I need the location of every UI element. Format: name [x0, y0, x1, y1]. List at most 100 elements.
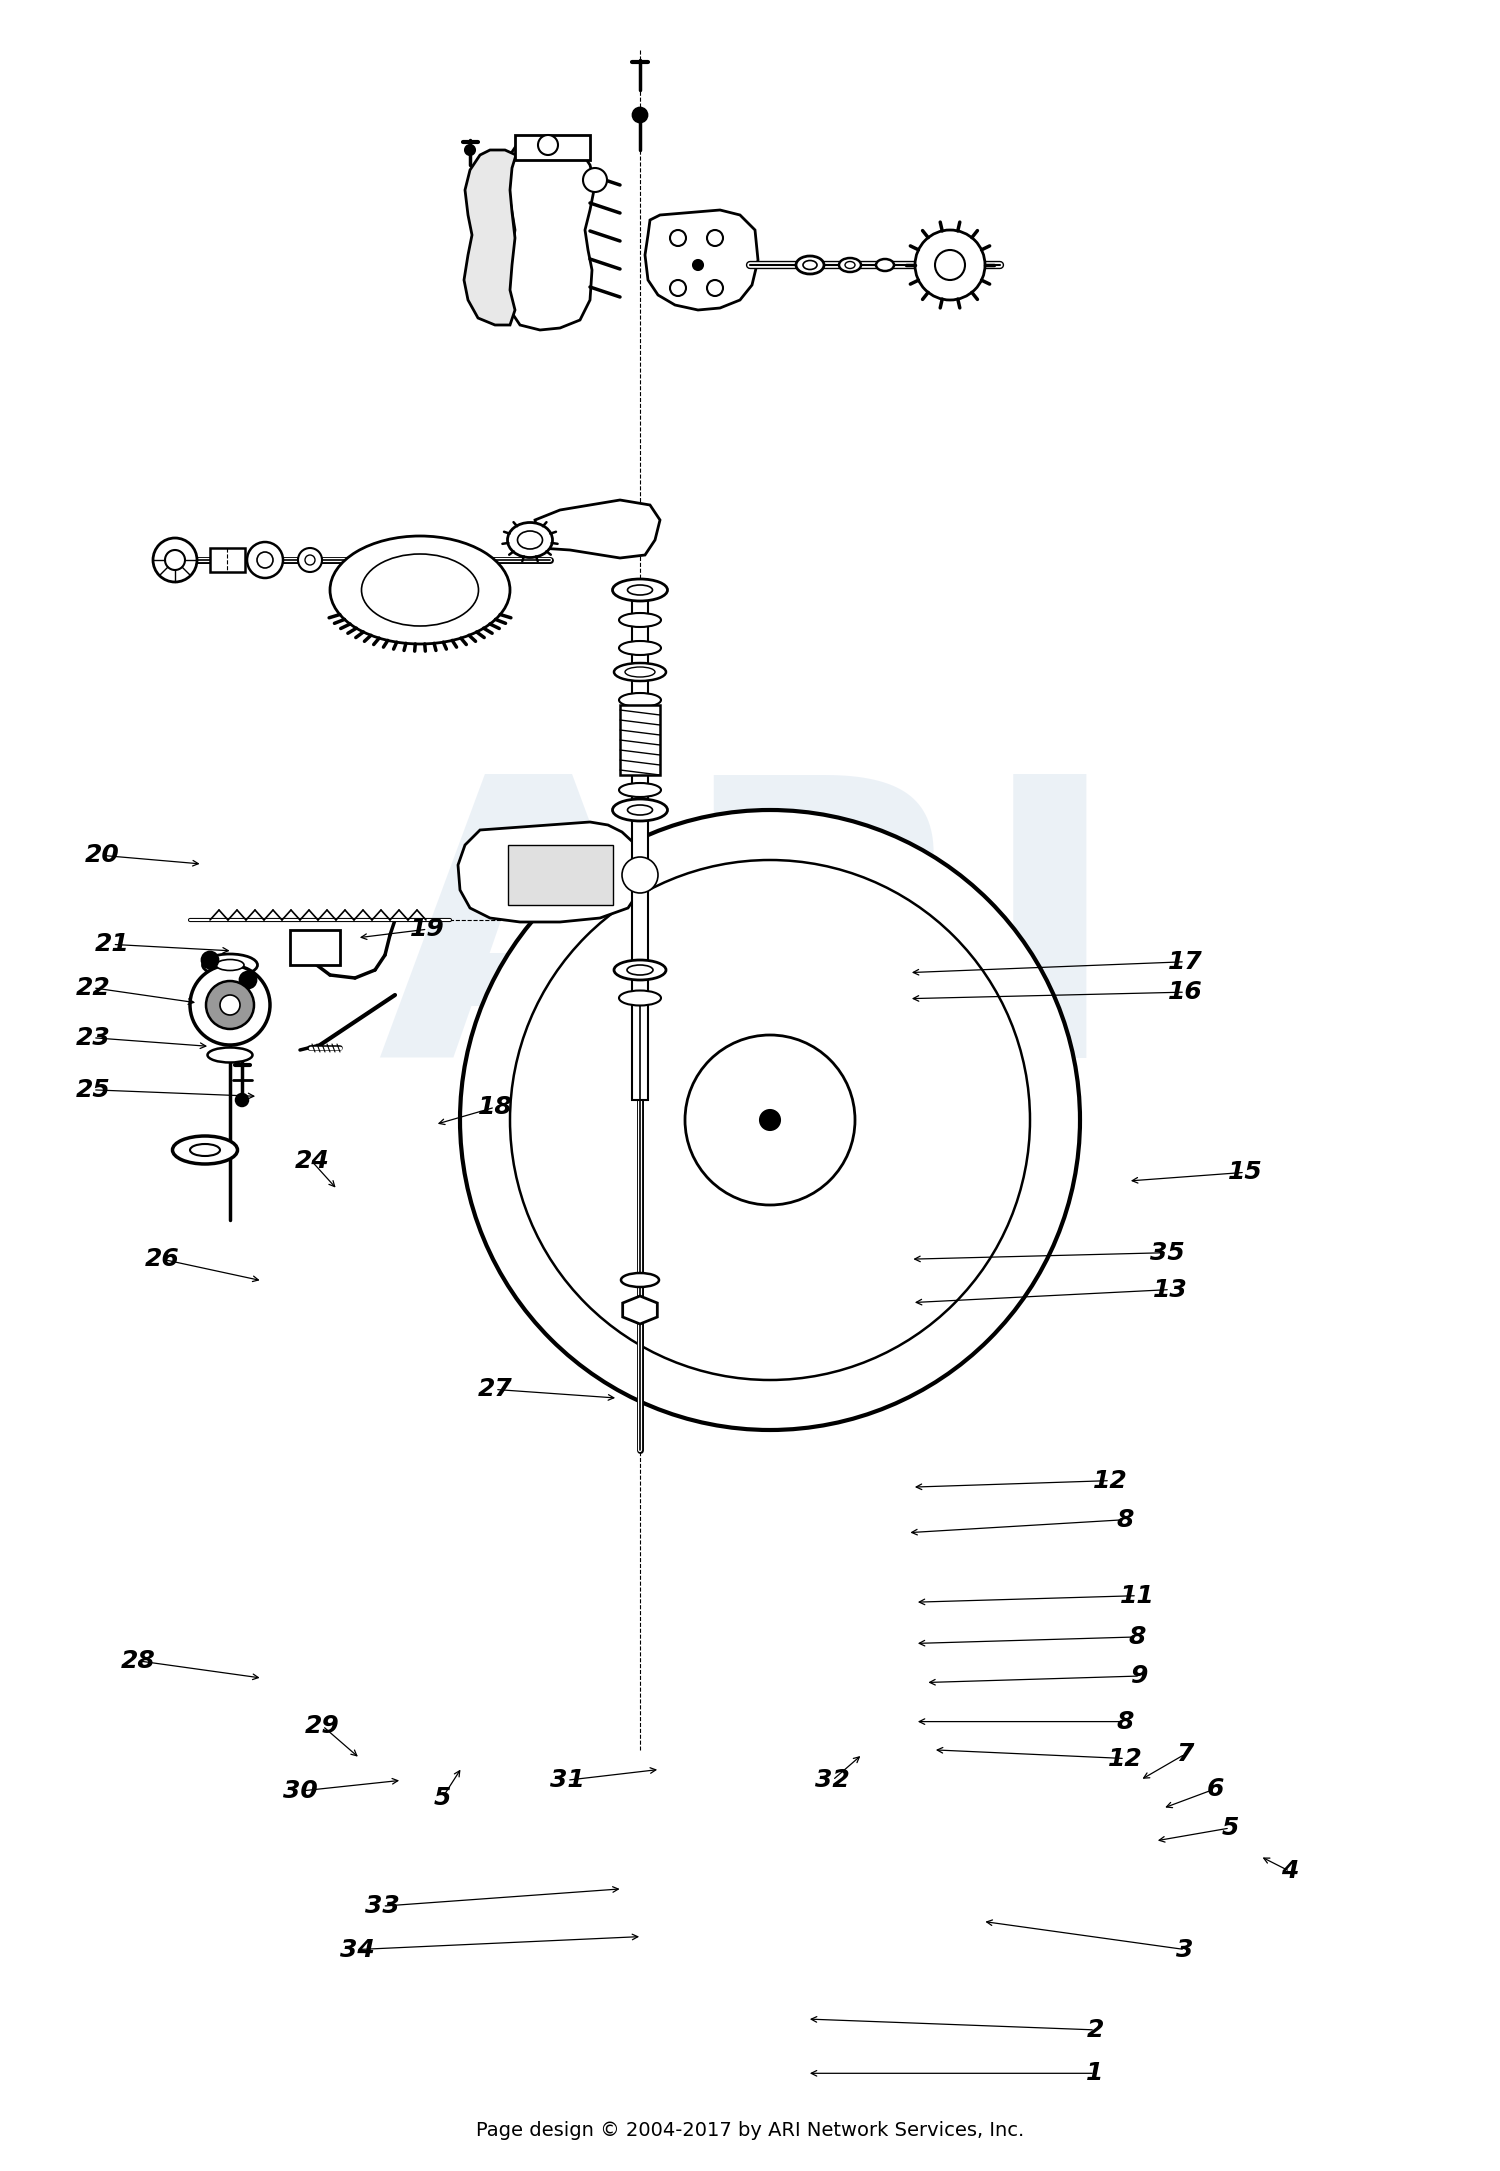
Ellipse shape — [802, 261, 818, 269]
Text: 12: 12 — [1092, 1468, 1128, 1494]
Circle shape — [240, 973, 256, 988]
Circle shape — [706, 280, 723, 295]
Text: 34: 34 — [339, 1937, 375, 1963]
Text: 5: 5 — [433, 1785, 451, 1811]
Ellipse shape — [216, 960, 244, 970]
Text: 9: 9 — [1131, 1663, 1149, 1689]
Ellipse shape — [796, 256, 824, 274]
Text: 26: 26 — [144, 1246, 180, 1272]
Circle shape — [670, 230, 686, 245]
Bar — [620, 706, 660, 775]
Ellipse shape — [876, 258, 894, 271]
Circle shape — [165, 549, 184, 571]
Circle shape — [760, 1109, 780, 1129]
Ellipse shape — [620, 640, 662, 656]
Text: 18: 18 — [477, 1094, 513, 1120]
Circle shape — [153, 538, 197, 582]
Text: 12: 12 — [1107, 1745, 1143, 1772]
Bar — [632, 580, 648, 1101]
Ellipse shape — [614, 960, 666, 979]
Ellipse shape — [626, 666, 656, 677]
Text: Page design © 2004-2017 by ARI Network Services, Inc.: Page design © 2004-2017 by ARI Network S… — [476, 2121, 1024, 2138]
Circle shape — [915, 230, 986, 300]
Ellipse shape — [507, 523, 552, 558]
Circle shape — [206, 981, 254, 1029]
Polygon shape — [622, 1296, 657, 1324]
Circle shape — [460, 810, 1080, 1431]
Text: 17: 17 — [1167, 949, 1203, 975]
Circle shape — [706, 230, 723, 245]
Text: 15: 15 — [1227, 1159, 1263, 1185]
Ellipse shape — [620, 612, 662, 627]
Ellipse shape — [844, 261, 855, 269]
Text: 24: 24 — [294, 1148, 330, 1175]
Bar — [290, 929, 340, 964]
Text: 7: 7 — [1176, 1741, 1194, 1767]
Polygon shape — [506, 137, 596, 330]
Circle shape — [465, 145, 476, 154]
Circle shape — [304, 556, 315, 564]
Text: 28: 28 — [120, 1648, 156, 1674]
Polygon shape — [536, 499, 660, 558]
Circle shape — [670, 280, 686, 295]
Ellipse shape — [627, 584, 652, 595]
Text: 8: 8 — [1128, 1624, 1146, 1650]
Text: 22: 22 — [75, 975, 111, 1001]
Circle shape — [510, 860, 1030, 1381]
Circle shape — [633, 109, 646, 122]
Ellipse shape — [621, 1272, 658, 1287]
Text: 20: 20 — [84, 842, 120, 868]
Ellipse shape — [362, 554, 478, 625]
Circle shape — [256, 551, 273, 569]
Ellipse shape — [612, 580, 668, 601]
Bar — [210, 547, 244, 571]
Circle shape — [538, 135, 558, 154]
Text: 23: 23 — [75, 1025, 111, 1051]
Circle shape — [190, 964, 270, 1044]
Circle shape — [622, 858, 658, 892]
Bar — [514, 135, 590, 161]
Text: 29: 29 — [304, 1713, 340, 1739]
Polygon shape — [464, 150, 516, 326]
Text: 33: 33 — [364, 1893, 400, 1919]
Circle shape — [686, 1036, 855, 1205]
Text: 5: 5 — [1221, 1815, 1239, 1841]
Text: 2: 2 — [1086, 2017, 1104, 2043]
Text: 31: 31 — [549, 1767, 585, 1793]
Text: 8: 8 — [1116, 1507, 1134, 1533]
Circle shape — [248, 543, 284, 577]
Text: 19: 19 — [410, 916, 446, 942]
Text: 35: 35 — [1149, 1240, 1185, 1266]
Text: 3: 3 — [1176, 1937, 1194, 1963]
Ellipse shape — [330, 536, 510, 645]
Text: 25: 25 — [75, 1077, 111, 1103]
Circle shape — [693, 261, 703, 269]
Text: ARI: ARI — [378, 762, 1122, 1138]
Ellipse shape — [190, 1144, 220, 1155]
Text: 4: 4 — [1281, 1858, 1299, 1884]
Circle shape — [934, 250, 964, 280]
Text: 11: 11 — [1119, 1583, 1155, 1609]
Ellipse shape — [627, 964, 652, 975]
Circle shape — [298, 547, 322, 571]
Ellipse shape — [172, 1135, 237, 1164]
Circle shape — [584, 167, 608, 191]
Text: 6: 6 — [1206, 1776, 1224, 1802]
Ellipse shape — [627, 805, 652, 814]
Ellipse shape — [614, 662, 666, 682]
Ellipse shape — [620, 990, 662, 1005]
Text: 1: 1 — [1086, 2060, 1104, 2086]
Circle shape — [220, 994, 240, 1016]
Text: 13: 13 — [1152, 1277, 1188, 1303]
Polygon shape — [645, 211, 758, 310]
Ellipse shape — [202, 953, 258, 977]
Text: 16: 16 — [1167, 979, 1203, 1005]
Ellipse shape — [207, 1046, 252, 1062]
Bar — [509, 845, 614, 905]
Polygon shape — [458, 823, 642, 923]
Ellipse shape — [518, 532, 543, 549]
Ellipse shape — [839, 258, 861, 271]
Text: 32: 32 — [815, 1767, 850, 1793]
Text: 27: 27 — [477, 1376, 513, 1402]
Ellipse shape — [620, 693, 662, 708]
